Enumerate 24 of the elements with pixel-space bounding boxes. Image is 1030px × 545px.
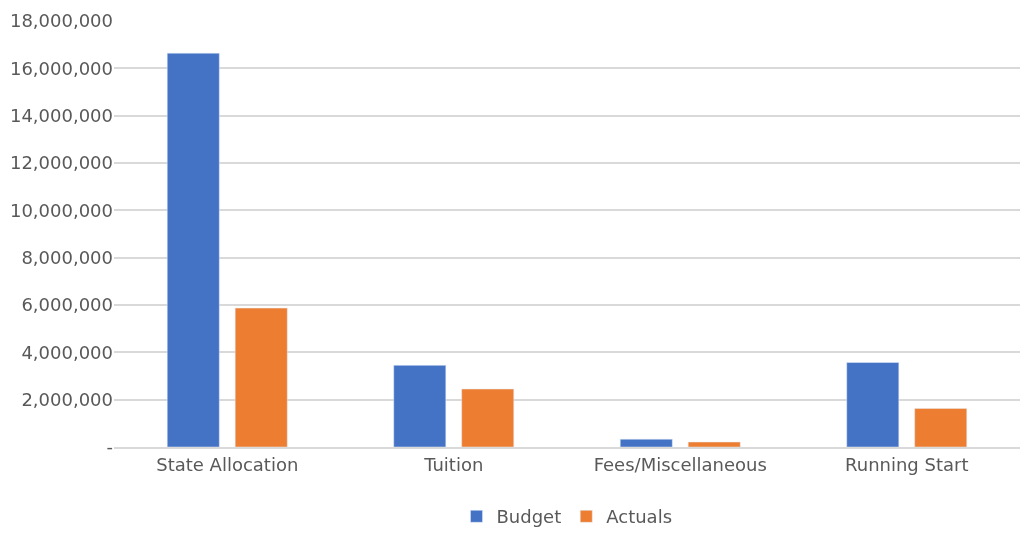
bar [461, 388, 515, 447]
bar [393, 365, 447, 447]
y-tick-label: 14,000,000 [9, 104, 113, 126]
y-tick-label: 10,000,000 [9, 199, 113, 221]
x-tick-label: State Allocation [156, 453, 299, 475]
bar [166, 52, 220, 447]
bar [914, 408, 968, 447]
y-tick-label: 16,000,000 [9, 57, 113, 79]
y-tick-label: 12,000,000 [9, 152, 113, 174]
y-tick-label: 2,000,000 [21, 388, 113, 410]
x-tick-label: Fees/Miscellaneous [593, 453, 767, 475]
y-tick-label: 6,000,000 [21, 294, 113, 316]
x-tick-label: Tuition [423, 453, 484, 475]
y-tick-label: 4,000,000 [21, 341, 113, 363]
legend-label: Actuals [606, 506, 673, 528]
bar [234, 307, 288, 447]
bar [619, 438, 673, 447]
bar [846, 362, 900, 447]
legend-label: Budget [496, 506, 562, 528]
bar [687, 441, 741, 447]
y-tick-label: 8,000,000 [21, 246, 113, 268]
y-tick-label: - [106, 436, 113, 458]
x-tick-label: Running Start [845, 453, 969, 475]
y-tick-label: 18,000,000 [9, 10, 113, 32]
